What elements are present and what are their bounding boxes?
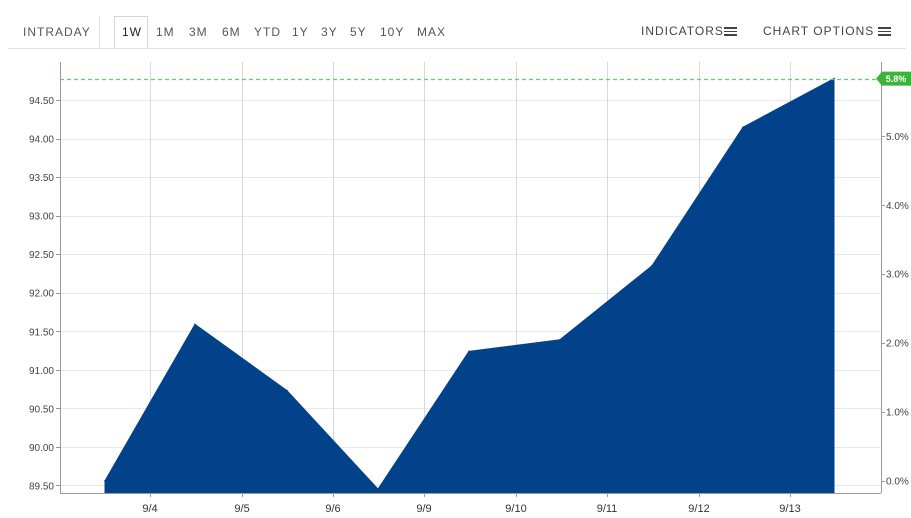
x-axis-tick-label: 9/6 xyxy=(325,503,340,515)
data-point[interactable] xyxy=(559,338,561,341)
current-change-badge-label: 5.8% xyxy=(886,74,907,84)
range-3y-button[interactable]: 3Y xyxy=(321,25,338,39)
right-axis-tick-label: 0.0% xyxy=(886,477,909,488)
right-axis-tick-label: 3.0% xyxy=(886,270,909,281)
x-axis-tick-label: 9/12 xyxy=(688,503,709,515)
range-max-button[interactable]: MAX xyxy=(417,25,447,39)
data-point[interactable] xyxy=(286,389,288,392)
range-1y-button[interactable]: 1Y xyxy=(292,25,309,39)
data-point[interactable] xyxy=(468,350,470,353)
left-axis-tick-label: 93.50 xyxy=(29,173,54,184)
data-point[interactable] xyxy=(651,265,653,267)
x-axis-tick-label: 9/4 xyxy=(142,503,157,515)
data-point[interactable] xyxy=(742,126,744,128)
chart-options-button[interactable]: CHART OPTIONS xyxy=(763,24,875,38)
right-axis-tick-label: 5.0% xyxy=(886,132,909,143)
left-axis-tick-label: 91.00 xyxy=(29,366,54,377)
x-axis-tick-label: 9/11 xyxy=(597,503,618,515)
data-point[interactable] xyxy=(104,479,106,482)
data-point[interactable] xyxy=(377,488,379,490)
left-axis-tick-label: 92.50 xyxy=(29,250,54,261)
range-intraday-button[interactable]: INTRADAY xyxy=(23,25,91,39)
indicators-button[interactable]: INDICATORS xyxy=(641,24,724,38)
current-change-badge xyxy=(876,71,911,86)
left-axis-tick-label: 92.00 xyxy=(29,289,54,300)
left-axis-tick-label: 93.00 xyxy=(29,212,54,223)
range-5y-button[interactable]: 5Y xyxy=(350,25,367,39)
left-axis-tick-label: 90.00 xyxy=(29,443,54,454)
x-axis-tick-label: 9/10 xyxy=(505,503,526,515)
x-axis-tick-label: 9/9 xyxy=(416,503,431,515)
right-axis-tick-label: 2.0% xyxy=(886,339,909,350)
indicators-menu-icon[interactable] xyxy=(724,27,737,36)
range-1w-button[interactable]: 1W xyxy=(122,25,142,39)
x-axis-tick-label: 9/13 xyxy=(779,503,800,515)
range-3m-button[interactable]: 3M xyxy=(189,25,208,39)
left-axis-tick-label: 90.50 xyxy=(29,404,54,415)
price-area-series[interactable] xyxy=(104,77,835,494)
left-axis-tick-label: 94.50 xyxy=(29,96,54,107)
range-10y-button[interactable]: 10Y xyxy=(380,25,405,39)
left-axis-tick-label: 94.00 xyxy=(29,135,54,146)
toolbar-divider xyxy=(99,16,100,48)
range-6m-button[interactable]: 6M xyxy=(222,25,241,39)
range-ytd-button[interactable]: YTD xyxy=(254,25,281,39)
range-1m-button[interactable]: 1M xyxy=(156,25,175,39)
chart-toolbar: INTRADAY 1W 1M 3M 6M YTD 1Y 3Y 5Y 10Y MA… xyxy=(0,0,911,49)
chart-options-menu-icon[interactable] xyxy=(878,27,891,36)
left-axis-tick-label: 91.50 xyxy=(29,327,54,338)
toolbar-bottom-border xyxy=(8,48,906,49)
left-axis-tick-label: 89.50 xyxy=(29,481,54,492)
right-axis-tick-label: 4.0% xyxy=(886,201,909,212)
x-axis-tick-label: 9/5 xyxy=(234,503,249,515)
right-axis-tick-label: 1.0% xyxy=(886,408,909,419)
data-point[interactable] xyxy=(194,323,196,326)
